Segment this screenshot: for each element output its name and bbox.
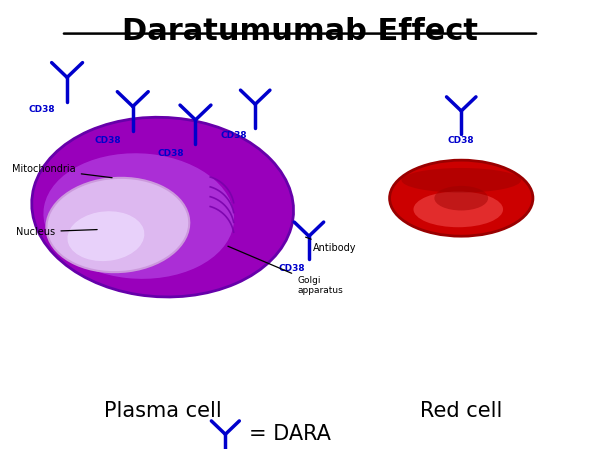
Text: CD38: CD38 xyxy=(448,135,475,144)
Text: Mitochondria: Mitochondria xyxy=(12,164,112,178)
Ellipse shape xyxy=(32,117,293,297)
Text: CD38: CD38 xyxy=(158,149,184,158)
Text: Red cell: Red cell xyxy=(420,400,502,421)
Text: CD38: CD38 xyxy=(29,105,55,114)
Text: Nucleus: Nucleus xyxy=(16,227,97,237)
Text: CD38: CD38 xyxy=(279,264,305,273)
Ellipse shape xyxy=(413,191,503,227)
Ellipse shape xyxy=(401,168,521,193)
Ellipse shape xyxy=(43,153,234,279)
Ellipse shape xyxy=(434,186,488,211)
Ellipse shape xyxy=(67,211,145,261)
Text: Golgi
apparatus: Golgi apparatus xyxy=(228,246,343,295)
Text: Antibody: Antibody xyxy=(305,237,356,253)
Text: CD38: CD38 xyxy=(94,135,121,144)
Text: Daratumumab Effect: Daratumumab Effect xyxy=(122,17,478,46)
Text: = DARA: = DARA xyxy=(249,424,331,444)
Text: CD38: CD38 xyxy=(221,131,248,140)
Text: Plasma cell: Plasma cell xyxy=(104,400,221,421)
Ellipse shape xyxy=(389,160,533,236)
Ellipse shape xyxy=(46,178,189,272)
